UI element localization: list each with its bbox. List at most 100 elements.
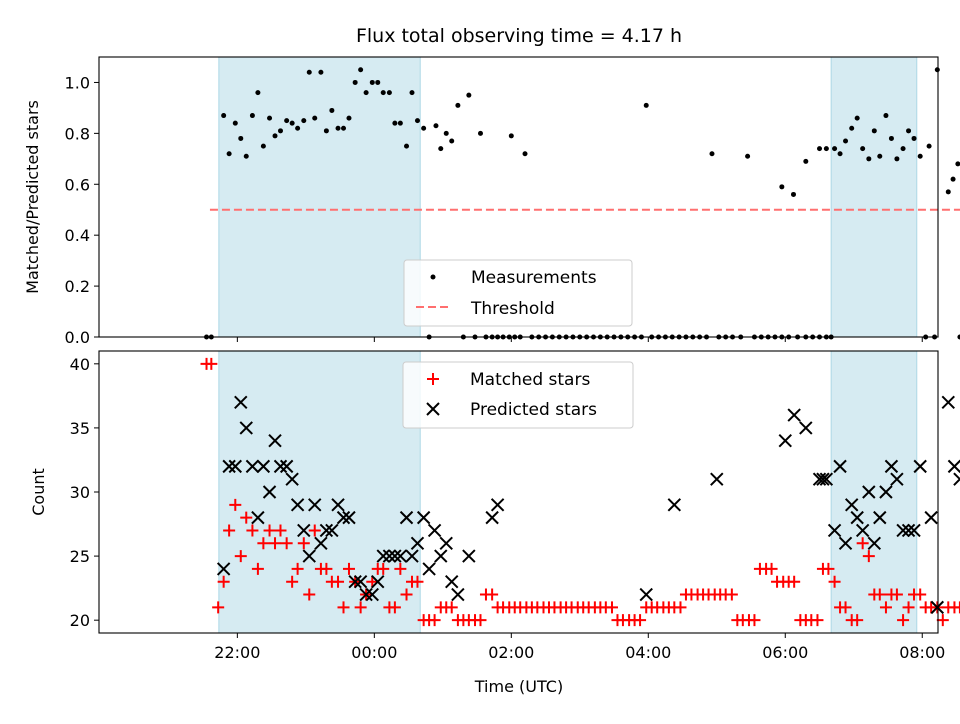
matched-star-point [342,562,355,575]
measurement-point [803,158,809,164]
predicted-star-point [325,523,339,538]
matched-star-point [873,588,886,601]
predicted-star-point [216,562,231,576]
measurement-point [329,107,335,113]
predicted-star-point [485,510,499,525]
chart-title: Flux total observing time = 4.17 h [356,25,682,47]
matched-star-point [862,550,875,563]
predicted-star-point [382,549,397,563]
predicted-star-point [862,485,876,499]
x-axis-label: Time (UTC) [474,677,563,696]
matched-star-point [725,588,738,601]
predicted-star-point [799,421,813,435]
measurement-point [894,156,900,162]
bottom-y-tick-label: 35 [70,419,90,438]
predicted-star-point [399,510,414,525]
matched-star-point [400,588,413,601]
measurement-point [522,151,528,157]
predicted-star-point [884,459,899,474]
predicted-star-point [319,523,334,538]
predicted-star-point [941,395,955,409]
predicted-star-point [896,523,910,538]
legend-matched-marker [427,373,439,385]
measurement-point [397,120,403,126]
measurement-point [301,118,307,124]
predicted-star-point [405,549,419,563]
matched-star-point [822,562,835,575]
measurement-point [871,128,877,134]
measurement-point [392,120,398,126]
bottom-y-ticks: 20 25 30 35 40 [70,355,99,630]
predicted-star-point [833,459,847,474]
predicted-star-point [873,510,887,525]
predicted-star-point [913,459,927,474]
matched-star-point [486,588,499,601]
predicted-star-point [359,587,373,602]
measurement-point [358,67,364,73]
predicted-star-point [348,575,362,589]
predicted-star-point [787,408,801,422]
measurement-point [449,138,455,144]
predicted-star-point [422,562,436,576]
measurement-point [466,92,472,98]
measurement-point [817,146,823,152]
matched-star-point [765,562,778,575]
matched-star-point [291,562,304,575]
matched-star-point [269,537,282,550]
predicted-star-point [331,498,345,512]
predicted-star-point [285,472,299,486]
top-y-axis-label: Matched/Predicted stars [23,100,42,294]
bottom-x-ticks: 22:00 00:00 02:00 04:00 06:00 08:00 [214,633,945,662]
predicted-star-point [239,421,253,435]
legend-matched-label: Matched stars [470,370,590,390]
matched-star-point [377,562,390,575]
predicted-star-point [838,536,853,550]
predicted-star-point [924,510,938,525]
measurement-point [911,135,917,141]
measurement-point [255,90,261,96]
measurement-point [284,118,290,124]
predicted-star-point [371,575,385,589]
measurement-point [306,69,312,75]
top-axes-frame [98,56,939,338]
predicted-star-point [901,523,916,538]
measurement-point [341,125,347,131]
measurement-point [790,191,796,197]
matched-star-point [828,575,841,588]
x-tick-label: 04:00 [625,643,671,662]
top-y-tick-label: 0.8 [65,124,90,143]
predicted-star-point [907,523,921,538]
measurement-point [945,189,951,195]
matched-star-point [605,601,618,614]
matched-star-point [394,562,407,575]
matched-star-point [280,537,293,550]
bottom-y-tick-label: 20 [70,611,90,630]
predicted-star-point [462,549,476,563]
predicted-star-point [451,587,465,602]
matched-star-point [251,562,264,575]
predicted-star-point [819,472,834,486]
matched-star-point [234,550,247,563]
matched-star-point [286,575,299,588]
bottom-axes-frame [98,350,939,634]
measurement-point [414,118,420,124]
predicted-star-point [290,498,305,512]
measurement-point [352,79,358,85]
matched-star-point [388,601,401,614]
matched-star-point [337,601,350,614]
measurement-point [335,125,341,131]
predicted-star-point [410,536,425,550]
predicted-star-point [710,472,724,486]
top-shaded-interval [218,56,421,338]
predicted-star-point [867,536,882,550]
matched-star-point [303,588,316,601]
bottom-y-tick-label: 25 [70,547,90,566]
top-shaded-intervals [218,56,918,338]
legend-predicted-label: Predicted stars [470,400,597,420]
bottom-legend: Matched stars Predicted stars [402,361,634,429]
predicted-star-point [778,434,792,448]
measurement-point [243,153,249,159]
measurement-point [854,115,860,121]
measurement-point [843,138,849,144]
